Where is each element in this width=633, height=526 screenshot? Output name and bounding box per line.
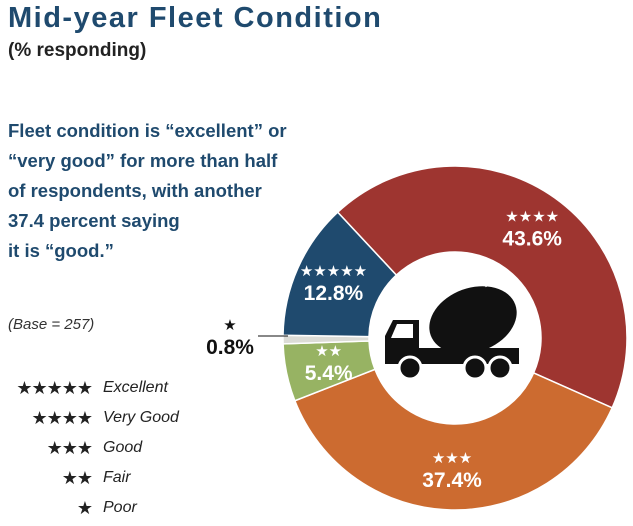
slice-stars: ★★ xyxy=(315,342,342,360)
legend-stars: ★★★ xyxy=(46,438,93,458)
legend-label: Excellent xyxy=(103,379,168,396)
chart-subtitle: (% responding) xyxy=(8,40,147,61)
slice-value-label: 43.6% xyxy=(502,228,562,251)
description-line: Fleet condition is “excellent” or xyxy=(8,120,287,141)
description-line: it is “good.” xyxy=(8,240,114,261)
legend-stars: ★★ xyxy=(61,468,93,488)
legend-stars: ★★★★ xyxy=(31,408,93,428)
slice-stars: ★★★★ xyxy=(505,208,559,226)
legend-item: ★★★★ Very Good xyxy=(0,408,300,436)
description-line: “very good” for more than half xyxy=(8,150,278,171)
slice-value-label: 12.8% xyxy=(304,282,364,305)
chart-title: Mid-year Fleet Condition xyxy=(8,2,383,34)
legend-label: Fair xyxy=(103,469,131,486)
cement-mixer-truck-icon xyxy=(385,278,519,381)
slice-value-label: 0.8% xyxy=(206,336,254,359)
description: Fleet condition is “excellent” or “very … xyxy=(8,116,308,266)
slice-excellent xyxy=(282,211,398,338)
description-line: 37.4 percent saying xyxy=(8,210,180,231)
slice-value-label: 37.4% xyxy=(422,469,482,492)
legend-label: Good xyxy=(103,439,143,456)
legend-item: ★★★ Good xyxy=(0,438,300,466)
slice-stars: ★★★★★ xyxy=(300,262,367,280)
legend-stars: ★ xyxy=(76,498,93,518)
base-note: (Base = 257) xyxy=(8,316,95,333)
legend-item: ★★★★★ Excellent xyxy=(0,378,300,406)
legend-label: Very Good xyxy=(103,409,179,426)
legend-stars: ★★★★★ xyxy=(16,378,93,398)
description-line: of respondents, with another xyxy=(8,180,262,201)
slice-very-good xyxy=(336,165,628,409)
legend-item: ★ Poor xyxy=(0,498,300,526)
slice-stars: ★ xyxy=(223,316,236,334)
legend-item: ★★ Fair xyxy=(0,468,300,496)
slice-value-label: 5.4% xyxy=(305,362,353,385)
slice-stars: ★★★ xyxy=(432,449,472,467)
slice-good xyxy=(293,368,614,511)
legend-label: Poor xyxy=(103,499,137,516)
